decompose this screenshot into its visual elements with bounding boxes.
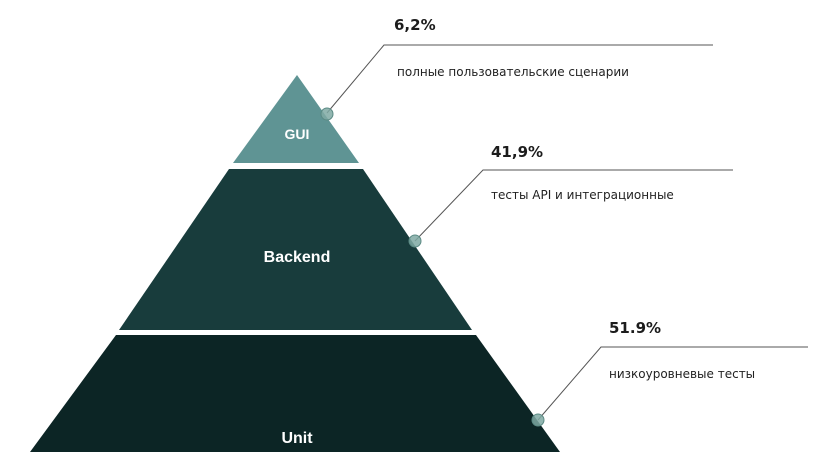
anchor-dot-unit xyxy=(531,413,545,427)
percent-unit: 51.9% xyxy=(609,319,661,337)
pyramid-layer-gui xyxy=(233,75,359,163)
layer-label-backend: Backend xyxy=(264,249,331,266)
pyramid-layer-unit xyxy=(30,335,560,452)
leader-line-backend xyxy=(414,169,733,242)
anchor-dot-backend xyxy=(408,234,422,248)
description-unit: низкоуровневые тесты xyxy=(609,367,755,381)
pyramid-layer-backend xyxy=(119,169,472,330)
leader-line-gui xyxy=(326,44,713,114)
layer-label-gui: GUI xyxy=(285,126,310,142)
percent-gui: 6,2% xyxy=(394,16,436,34)
percent-backend: 41,9% xyxy=(491,143,543,161)
leader-line-unit xyxy=(537,346,808,421)
anchor-dot-gui xyxy=(320,107,334,121)
description-gui: полные пользовательские сценарии xyxy=(397,65,629,79)
layer-label-unit: Unit xyxy=(281,430,313,447)
description-backend: тесты API и интеграционные xyxy=(491,188,674,202)
